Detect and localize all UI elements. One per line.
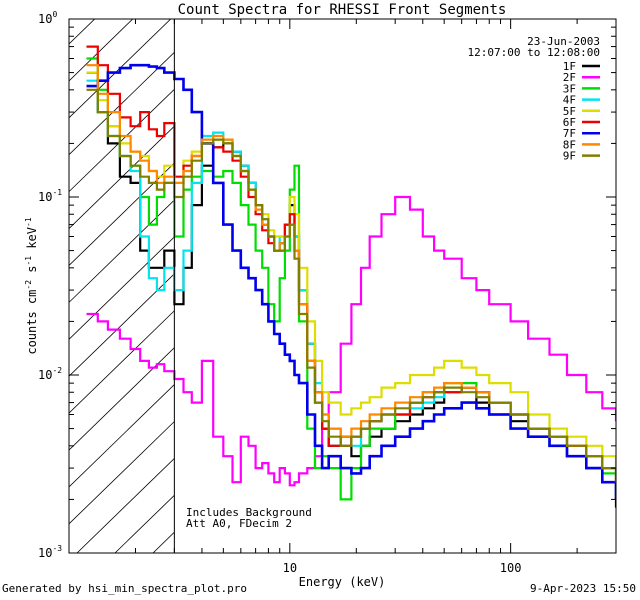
y-label-exp1: -2: [24, 280, 33, 290]
footer-generated-by: Generated by hsi_min_spectra_plot.pro: [2, 582, 248, 595]
x-axis-label: Energy (keV): [299, 575, 386, 589]
plot-frame: [68, 18, 617, 554]
footer-timestamp: 9-Apr-2023 15:50: [530, 582, 636, 595]
y-tick-label: 10-3: [38, 544, 62, 560]
hatch-line: [229, 9, 640, 553]
series-line-2F: [86, 195, 616, 487]
hatch-line: [69, 199, 175, 303]
hatch-line: [114, 494, 175, 553]
hatch-line: [69, 310, 175, 414]
hatch-line: [69, 273, 175, 377]
hatch-line: [69, 88, 175, 193]
axis-ticks: 10 100 10-3 10-2 10-1 100: [38, 10, 617, 575]
y-label-mid1: s: [25, 266, 39, 280]
legend-label-6F: 6F: [563, 116, 576, 129]
hatch-line: [69, 420, 175, 525]
hatch-line: [69, 236, 175, 340]
series-line-8F: [86, 64, 616, 483]
hatch-line: [69, 19, 172, 119]
hatch-line: [267, 9, 640, 553]
hatch-line: [0, 9, 67, 553]
hatch-line: [69, 51, 175, 156]
annotation-attenuator: Att A0, FDecim 2: [186, 517, 292, 530]
y-label-exp2: -1: [24, 256, 33, 266]
legend-label-5F: 5F: [563, 105, 576, 118]
legend-label-1F: 1F: [563, 60, 576, 73]
legend-label-8F: 8F: [563, 138, 576, 151]
legend-label-7F: 7F: [563, 127, 576, 140]
hatch-line: [69, 19, 134, 82]
x-tick-label: 100: [500, 561, 522, 575]
legend-label-2F: 2F: [563, 71, 576, 84]
series-line-5F: [86, 71, 616, 469]
x-tick-label: 10: [283, 561, 297, 575]
y-tick-label: 10-1: [38, 188, 62, 204]
hatch-line: [69, 125, 175, 230]
y-label-mid2: keV: [25, 227, 39, 256]
series-line-6F: [86, 45, 616, 483]
series-layer: [86, 45, 616, 508]
y-label-exp3: -1: [24, 217, 33, 227]
hatch-line: [76, 457, 175, 553]
y-label-base: counts cm: [25, 290, 39, 355]
chart-title: Count Spectra for RHESSI Front Segments: [178, 2, 507, 18]
series-line-9F: [86, 88, 616, 483]
hatch-line: [69, 347, 175, 451]
legend-label-4F: 4F: [563, 94, 576, 107]
hatch-line: [305, 9, 640, 553]
y-axis-label: counts cm-2 s-1 keV-1: [24, 217, 39, 354]
hatch-line: [343, 9, 640, 553]
observation-date: 23-Jun-2003: [527, 35, 600, 48]
legend-label-3F: 3F: [563, 82, 576, 95]
observation-time-range: 12:07:00 to 12:08:00: [468, 46, 600, 59]
hatch-line: [69, 384, 175, 488]
legend-label-9F: 9F: [563, 150, 576, 163]
annotation-background: Includes Background: [186, 506, 312, 519]
hatched-region: [0, 9, 640, 553]
y-tick-label: 100: [38, 10, 57, 26]
series-line-4F: [86, 79, 616, 483]
y-tick-label: 10-2: [38, 366, 62, 382]
